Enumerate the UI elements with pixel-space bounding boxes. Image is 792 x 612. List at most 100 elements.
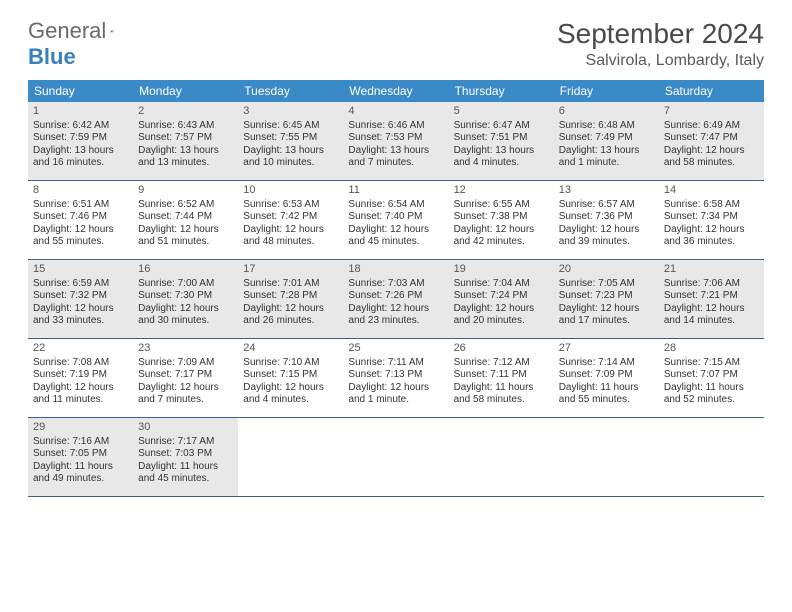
- daylight-line: Daylight: 12 hours and 51 minutes.: [138, 224, 233, 249]
- day-number: 14: [664, 184, 759, 198]
- daylight-line: Daylight: 12 hours and 39 minutes.: [559, 224, 654, 249]
- title-block: September 2024 Salvirola, Lombardy, Ital…: [557, 18, 764, 70]
- sunrise-line: Sunrise: 7:00 AM: [138, 278, 233, 291]
- day-cell: 29Sunrise: 7:16 AMSunset: 7:05 PMDayligh…: [28, 418, 133, 496]
- sunset-line: Sunset: 7:51 PM: [454, 132, 549, 145]
- sunset-line: Sunset: 7:59 PM: [33, 132, 128, 145]
- dow-cell: Thursday: [449, 80, 554, 102]
- daylight-line: Daylight: 12 hours and 30 minutes.: [138, 303, 233, 328]
- sunrise-line: Sunrise: 6:51 AM: [33, 199, 128, 212]
- day-number: 5: [454, 105, 549, 119]
- day-cell: 5Sunrise: 6:47 AMSunset: 7:51 PMDaylight…: [449, 102, 554, 180]
- day-number: 20: [559, 263, 654, 277]
- day-cell: 6Sunrise: 6:48 AMSunset: 7:49 PMDaylight…: [554, 102, 659, 180]
- sunset-line: Sunset: 7:40 PM: [348, 211, 443, 224]
- sunrise-line: Sunrise: 6:46 AM: [348, 120, 443, 133]
- day-cell: 11Sunrise: 6:54 AMSunset: 7:40 PMDayligh…: [343, 181, 448, 259]
- day-number: 8: [33, 184, 128, 198]
- day-number: 1: [33, 105, 128, 119]
- sunset-line: Sunset: 7:03 PM: [138, 448, 233, 461]
- day-cell: 25Sunrise: 7:11 AMSunset: 7:13 PMDayligh…: [343, 339, 448, 417]
- sunrise-line: Sunrise: 7:01 AM: [243, 278, 338, 291]
- dow-cell: Tuesday: [238, 80, 343, 102]
- daylight-line: Daylight: 13 hours and 13 minutes.: [138, 145, 233, 170]
- sunrise-line: Sunrise: 7:03 AM: [348, 278, 443, 291]
- dow-cell: Wednesday: [343, 80, 448, 102]
- day-cell: 2Sunrise: 6:43 AMSunset: 7:57 PMDaylight…: [133, 102, 238, 180]
- sunrise-line: Sunrise: 7:04 AM: [454, 278, 549, 291]
- sunrise-line: Sunrise: 7:09 AM: [138, 357, 233, 370]
- day-cell: 13Sunrise: 6:57 AMSunset: 7:36 PMDayligh…: [554, 181, 659, 259]
- day-number: 23: [138, 342, 233, 356]
- daylight-line: Daylight: 12 hours and 23 minutes.: [348, 303, 443, 328]
- header: General September 2024 Salvirola, Lombar…: [28, 18, 764, 70]
- logo-blue-wrap: Blue: [28, 44, 76, 70]
- sunset-line: Sunset: 7:26 PM: [348, 290, 443, 303]
- day-number: 2: [138, 105, 233, 119]
- day-cell: 16Sunrise: 7:00 AMSunset: 7:30 PMDayligh…: [133, 260, 238, 338]
- day-cell: 20Sunrise: 7:05 AMSunset: 7:23 PMDayligh…: [554, 260, 659, 338]
- sunset-line: Sunset: 7:53 PM: [348, 132, 443, 145]
- calendar: SundayMondayTuesdayWednesdayThursdayFrid…: [28, 80, 764, 497]
- sunset-line: Sunset: 7:42 PM: [243, 211, 338, 224]
- sunset-line: Sunset: 7:19 PM: [33, 369, 128, 382]
- day-cell: 26Sunrise: 7:12 AMSunset: 7:11 PMDayligh…: [449, 339, 554, 417]
- sunset-line: Sunset: 7:44 PM: [138, 211, 233, 224]
- daylight-line: Daylight: 12 hours and 36 minutes.: [664, 224, 759, 249]
- month-title: September 2024: [557, 18, 764, 50]
- week-row: 22Sunrise: 7:08 AMSunset: 7:19 PMDayligh…: [28, 339, 764, 418]
- daylight-line: Daylight: 12 hours and 7 minutes.: [138, 382, 233, 407]
- daylight-line: Daylight: 13 hours and 10 minutes.: [243, 145, 338, 170]
- day-cell: 22Sunrise: 7:08 AMSunset: 7:19 PMDayligh…: [28, 339, 133, 417]
- day-cell: 19Sunrise: 7:04 AMSunset: 7:24 PMDayligh…: [449, 260, 554, 338]
- day-number: 11: [348, 184, 443, 198]
- dow-cell: Friday: [554, 80, 659, 102]
- sunrise-line: Sunrise: 6:54 AM: [348, 199, 443, 212]
- daylight-line: Daylight: 11 hours and 55 minutes.: [559, 382, 654, 407]
- empty-cell: [659, 418, 764, 496]
- week-row: 15Sunrise: 6:59 AMSunset: 7:32 PMDayligh…: [28, 260, 764, 339]
- day-number: 21: [664, 263, 759, 277]
- empty-cell: [343, 418, 448, 496]
- sunrise-line: Sunrise: 7:06 AM: [664, 278, 759, 291]
- logo: General: [28, 18, 134, 44]
- logo-sail-icon: [110, 20, 114, 42]
- daylight-line: Daylight: 12 hours and 55 minutes.: [33, 224, 128, 249]
- day-number: 19: [454, 263, 549, 277]
- sunset-line: Sunset: 7:49 PM: [559, 132, 654, 145]
- day-number: 7: [664, 105, 759, 119]
- day-number: 3: [243, 105, 338, 119]
- sunrise-line: Sunrise: 6:49 AM: [664, 120, 759, 133]
- sunrise-line: Sunrise: 7:17 AM: [138, 436, 233, 449]
- sunrise-line: Sunrise: 7:14 AM: [559, 357, 654, 370]
- day-cell: 23Sunrise: 7:09 AMSunset: 7:17 PMDayligh…: [133, 339, 238, 417]
- empty-cell: [554, 418, 659, 496]
- sunrise-line: Sunrise: 6:57 AM: [559, 199, 654, 212]
- sunset-line: Sunset: 7:23 PM: [559, 290, 654, 303]
- day-number: 22: [33, 342, 128, 356]
- day-cell: 21Sunrise: 7:06 AMSunset: 7:21 PMDayligh…: [659, 260, 764, 338]
- day-cell: 17Sunrise: 7:01 AMSunset: 7:28 PMDayligh…: [238, 260, 343, 338]
- empty-cell: [449, 418, 554, 496]
- sunrise-line: Sunrise: 6:55 AM: [454, 199, 549, 212]
- daylight-line: Daylight: 12 hours and 48 minutes.: [243, 224, 338, 249]
- day-number: 27: [559, 342, 654, 356]
- week-row: 8Sunrise: 6:51 AMSunset: 7:46 PMDaylight…: [28, 181, 764, 260]
- dow-cell: Saturday: [659, 80, 764, 102]
- sunset-line: Sunset: 7:32 PM: [33, 290, 128, 303]
- sunset-line: Sunset: 7:17 PM: [138, 369, 233, 382]
- sunset-line: Sunset: 7:30 PM: [138, 290, 233, 303]
- sunset-line: Sunset: 7:36 PM: [559, 211, 654, 224]
- daylight-line: Daylight: 12 hours and 4 minutes.: [243, 382, 338, 407]
- day-number: 15: [33, 263, 128, 277]
- daylight-line: Daylight: 11 hours and 58 minutes.: [454, 382, 549, 407]
- daylight-line: Daylight: 11 hours and 52 minutes.: [664, 382, 759, 407]
- sunrise-line: Sunrise: 7:16 AM: [33, 436, 128, 449]
- sunrise-line: Sunrise: 7:10 AM: [243, 357, 338, 370]
- sunrise-line: Sunrise: 7:15 AM: [664, 357, 759, 370]
- sunset-line: Sunset: 7:05 PM: [33, 448, 128, 461]
- dow-row: SundayMondayTuesdayWednesdayThursdayFrid…: [28, 80, 764, 102]
- sunset-line: Sunset: 7:13 PM: [348, 369, 443, 382]
- day-cell: 28Sunrise: 7:15 AMSunset: 7:07 PMDayligh…: [659, 339, 764, 417]
- daylight-line: Daylight: 12 hours and 45 minutes.: [348, 224, 443, 249]
